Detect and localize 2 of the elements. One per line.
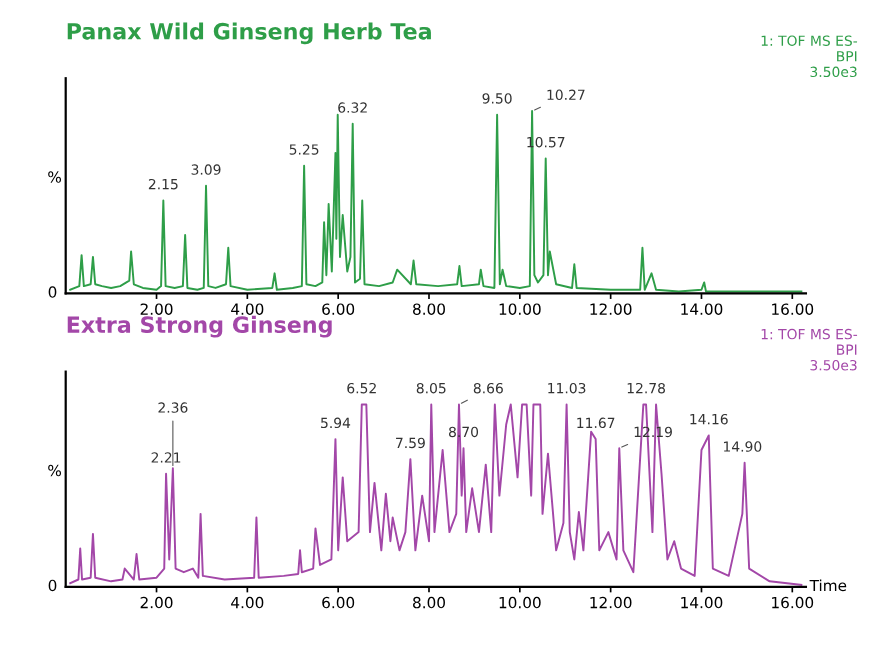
chart-title: Extra Strong Ginseng — [67, 315, 332, 338]
chart-title: Panax Wild Ginseng Herb Tea — [67, 22, 431, 45]
